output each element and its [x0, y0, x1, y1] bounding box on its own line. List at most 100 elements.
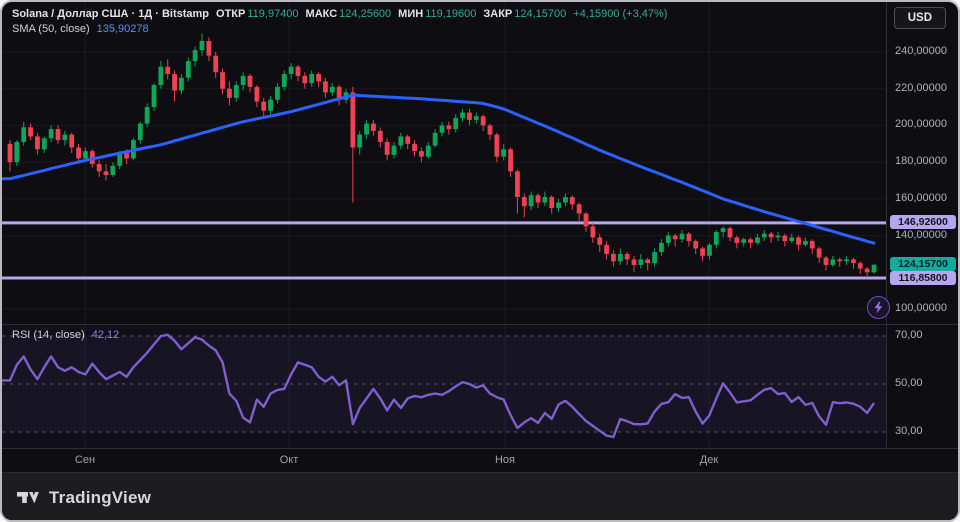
candle-body: [686, 233, 692, 242]
candle-body: [480, 116, 486, 126]
candle-body: [789, 237, 795, 242]
sma-legend[interactable]: SMA (50, close) 135,90278: [12, 23, 149, 35]
price-tick-label: 160,00000: [895, 191, 947, 204]
currency-toggle-button[interactable]: USD: [893, 7, 946, 29]
candle-body: [302, 75, 308, 84]
candle-body: [809, 241, 815, 249]
candle-body: [144, 107, 150, 124]
candle-body: [645, 259, 651, 264]
candle-body: [206, 40, 212, 56]
candle-body: [473, 116, 479, 120]
rsi-line: [2, 333, 875, 439]
candle-body: [707, 244, 712, 256]
candle-body: [549, 197, 555, 209]
candle-body: [69, 134, 75, 148]
candle-body: [275, 86, 280, 100]
symbol-legend[interactable]: Solana / Доллар США · 1Д · Bitstamp ОТКР…: [12, 8, 667, 20]
price-tick-label: 220,00000: [895, 81, 947, 94]
lightning-boost-button[interactable]: [867, 296, 890, 319]
candle-body: [563, 197, 568, 203]
candle-body: [62, 134, 68, 141]
candle-body: [117, 152, 123, 166]
month-label: Сен: [74, 454, 96, 466]
candle-body: [336, 86, 342, 100]
candle-body: [672, 235, 678, 240]
price-tick-label: 100,00000: [895, 302, 947, 314]
candle-body: [83, 151, 88, 159]
candle-body: [48, 129, 54, 139]
candle-body: [494, 134, 500, 157]
candle-body: [652, 252, 657, 264]
rsi-tick-label: 50,00: [895, 377, 923, 389]
chart-canvas[interactable]: [2, 2, 960, 472]
candle-body: [185, 61, 191, 78]
candle-body: [604, 244, 609, 254]
candle-body: [192, 50, 198, 62]
candle-body: [247, 75, 253, 87]
price-tick-label: 240,00000: [895, 45, 947, 57]
ohlc-open: ОТКР 119,97400: [216, 8, 299, 20]
tradingview-wordmark[interactable]: TradingView: [49, 487, 152, 507]
candle-body: [775, 235, 781, 238]
candle-body: [398, 136, 404, 146]
candle-body: [741, 239, 747, 243]
rsi-value: 42,12: [91, 329, 120, 341]
candle-body: [377, 130, 383, 142]
candle-body: [816, 248, 822, 258]
candle-body: [165, 66, 171, 75]
sma-line: [2, 93, 876, 245]
level-price-label: 116,85800: [890, 270, 956, 285]
sma-value: 135,90278: [96, 23, 149, 35]
candle-body: [227, 88, 232, 98]
candle-body: [837, 259, 843, 262]
ohlc-low: МИН 119,19600: [398, 8, 477, 20]
tradingview-logo-icon[interactable]: [16, 486, 40, 510]
candle-body: [281, 74, 287, 87]
candle-body: [384, 141, 390, 155]
candle-body: [665, 235, 671, 243]
candle-body: [796, 237, 801, 245]
candle-body: [371, 123, 376, 131]
candle-body: [515, 171, 520, 198]
month-label: Ноя: [494, 454, 516, 466]
candle-body: [240, 75, 246, 86]
candle-body: [638, 259, 644, 265]
candle-body: [357, 134, 363, 148]
candle-body: [528, 195, 534, 207]
ohlc-high: МАКС 124,25600: [305, 8, 392, 20]
price-axis[interactable]: 240,00000 220,00000 200,00000 180,00000 160,…: [886, 2, 958, 448]
candle-body: [844, 259, 849, 262]
symbol-title[interactable]: Solana / Доллар США · 1Д · Bitstamp: [12, 8, 210, 20]
month-label: Дек: [699, 454, 719, 466]
time-axis[interactable]: Сен Окт Ноя Дек: [2, 449, 958, 472]
price-tick-label: 200,00000: [895, 118, 947, 131]
candle-body: [425, 145, 431, 157]
candle-body: [213, 55, 219, 73]
candle-body: [755, 237, 760, 243]
candle-body: [583, 213, 589, 227]
candle-body: [76, 147, 81, 159]
candle-body: [556, 202, 561, 209]
candle-body: [727, 228, 733, 238]
candle-body: [590, 226, 596, 238]
candle-body: [768, 233, 774, 238]
candle-body: [761, 233, 767, 238]
candle-body: [864, 268, 870, 273]
candle-body: [158, 66, 164, 86]
candle-body: [151, 85, 157, 108]
rsi-legend[interactable]: RSI (14, close) 42,12: [12, 329, 119, 341]
footer-bar: TradingView: [2, 472, 958, 520]
rsi-tick-label: 30,00: [895, 425, 923, 437]
candle-body: [700, 248, 705, 256]
price-tick-label: 140,00000: [895, 228, 947, 241]
candle-body: [28, 127, 33, 137]
candle-body: [254, 86, 260, 102]
candle-body: [693, 241, 699, 249]
candle-body: [350, 92, 356, 148]
month-label: Окт: [279, 454, 299, 466]
candle-body: [453, 118, 459, 130]
candle-body: [597, 237, 603, 245]
candle-body: [14, 141, 20, 163]
candle-body: [501, 149, 507, 157]
